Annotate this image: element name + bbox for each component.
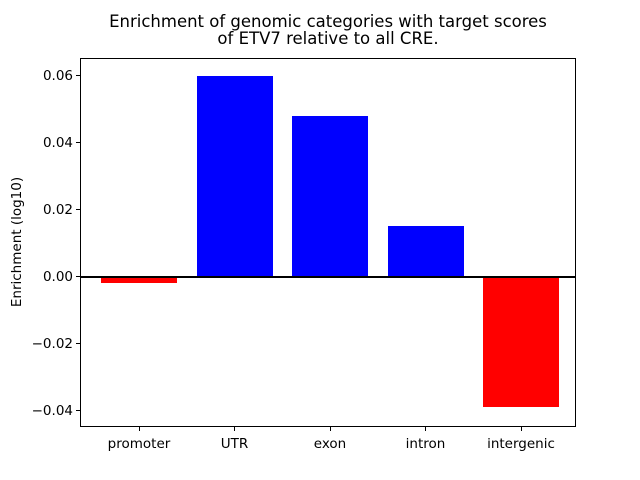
y-tick-label: 0.02 bbox=[42, 201, 73, 218]
bar-UTR bbox=[196, 75, 273, 277]
y-tick-label: 0.06 bbox=[42, 67, 73, 84]
y-tick-label: 0.00 bbox=[42, 268, 73, 285]
x-tick-label-promoter: promoter bbox=[107, 436, 171, 452]
x-tick-mark bbox=[329, 427, 331, 431]
y-tick-label: 0.04 bbox=[42, 134, 73, 151]
y-tick-label: −0.04 bbox=[31, 402, 73, 419]
chart-title: Enrichment of genomic categories with ta… bbox=[109, 12, 547, 48]
y-tick-mark bbox=[76, 410, 80, 412]
y-tick-label: −0.02 bbox=[31, 335, 73, 352]
x-tick-label-intron: intron bbox=[405, 436, 446, 452]
bar-promoter bbox=[101, 276, 177, 284]
x-tick-mark bbox=[425, 427, 426, 431]
bar-exon bbox=[292, 115, 368, 277]
zero-line bbox=[80, 275, 576, 278]
y-tick-mark bbox=[76, 75, 80, 77]
y-tick-mark bbox=[76, 142, 80, 144]
y-axis-label: Enrichment (log10) bbox=[9, 176, 25, 308]
y-tick-mark bbox=[76, 343, 80, 345]
y-tick-mark bbox=[76, 276, 80, 278]
bar-intergenic bbox=[483, 276, 559, 408]
x-tick-label-exon: exon bbox=[313, 436, 347, 452]
bar-intron bbox=[387, 226, 464, 277]
y-tick-mark bbox=[76, 209, 80, 211]
x-tick-mark bbox=[138, 427, 140, 431]
x-tick-mark bbox=[234, 427, 235, 431]
x-tick-label-UTR: UTR bbox=[220, 436, 249, 452]
x-tick-mark bbox=[520, 427, 522, 431]
x-tick-label-intergenic: intergenic bbox=[487, 436, 555, 452]
